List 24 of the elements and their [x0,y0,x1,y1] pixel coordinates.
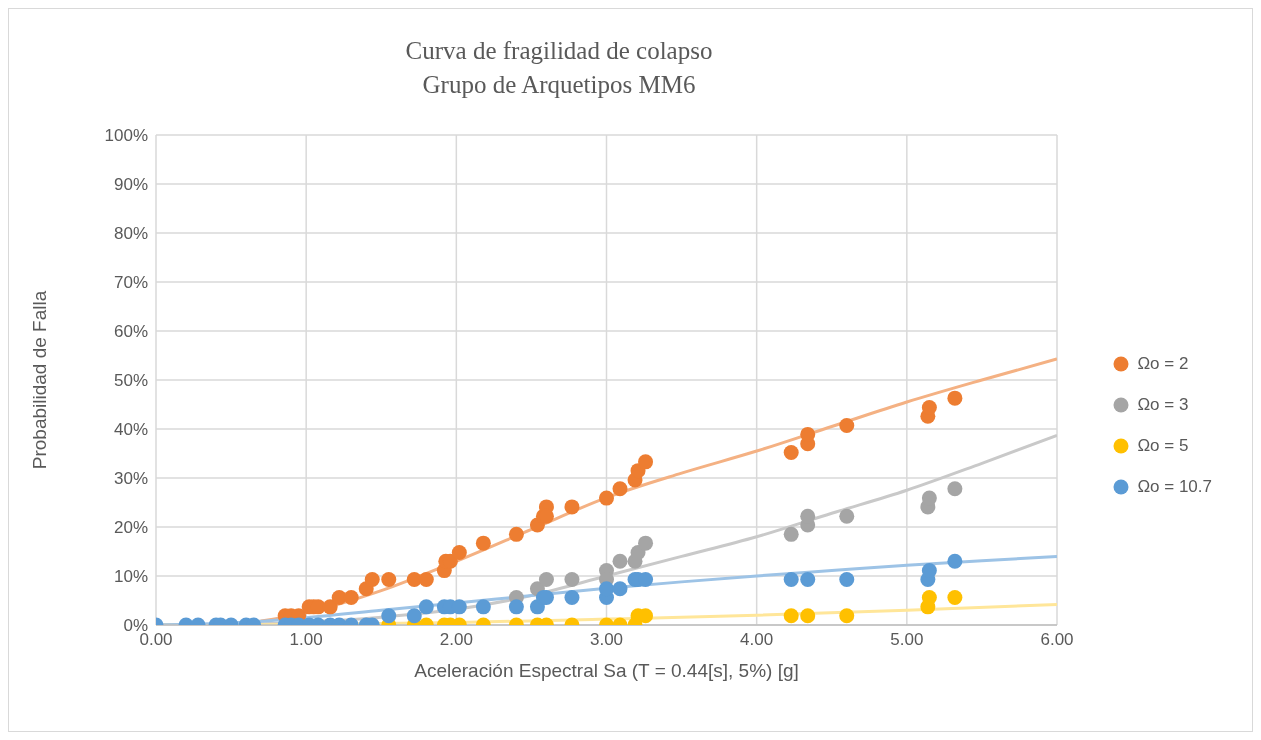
x-tick-label: 3.00 [589,630,624,650]
x-axis-title: Aceleración Espectral Sa (T = 0.44[s], 5%) [g] [414,660,799,681]
x-tick-label: 4.00 [740,630,774,650]
x-tick-label: 1.00 [289,630,323,650]
y-tick-label: 30% [113,469,148,489]
y-tick-label: 90% [113,175,148,195]
y-tick-label: 70% [113,273,148,293]
x-tick-label: 2.00 [439,630,473,650]
y-tick-label: 10% [113,567,148,587]
x-tick-label: 5.00 [890,630,924,650]
x-tick-label: 6.00 [1040,630,1074,650]
legend-label: Ωo = 3 [1137,395,1189,415]
legend-label: Ωo = 5 [1137,436,1189,456]
y-tick-label: 40% [113,420,148,440]
y-tick-label: 100% [104,126,148,146]
y-tick-label: 20% [113,518,148,538]
y-tick-label: 80% [113,224,148,244]
legend-label: Ωo = 2 [1137,354,1189,374]
legend-label: Ωo = 10.7 [1137,477,1212,497]
chart-subtitle: Grupo de Arquetipos MM6 [421,70,697,100]
y-tick-label: 50% [113,371,148,391]
y-axis-title: Probabilidad de Falla [28,290,50,470]
chart-title: Curva de fragilidad de colapso [404,36,714,66]
y-tick-label: 60% [113,322,148,342]
